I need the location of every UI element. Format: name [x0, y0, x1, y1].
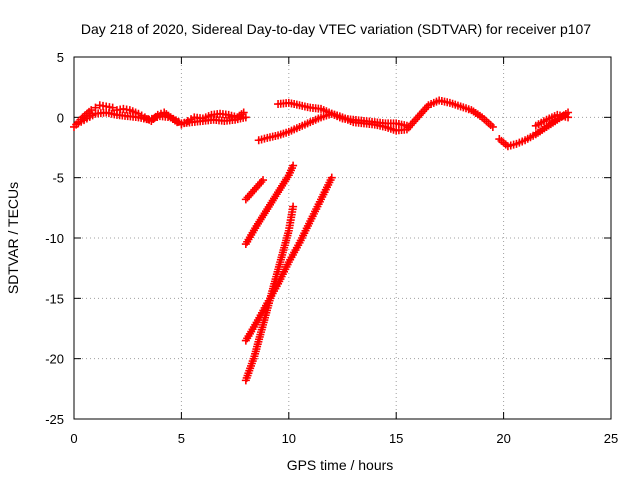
chart-title: Day 218 of 2020, Sidereal Day-to-day VTE…: [81, 21, 591, 37]
y-tick-label: -10: [45, 231, 64, 246]
data-point: [289, 202, 298, 211]
grid: [74, 57, 611, 419]
data-point: [108, 103, 117, 112]
data-point: [402, 121, 411, 130]
data-point: [87, 106, 96, 115]
y-tick-label: -5: [52, 171, 64, 186]
series-late-track: [495, 108, 573, 151]
data-point: [564, 113, 573, 122]
x-tick-label: 5: [178, 431, 185, 446]
x-tick-label: 15: [389, 431, 403, 446]
series-second-upper-track-b: [274, 98, 411, 130]
data-point: [241, 113, 250, 122]
y-tick-label: 0: [57, 110, 64, 125]
series-upper-track-low: [74, 108, 250, 128]
series-dip-a: [241, 176, 268, 204]
y-tick-label: -25: [45, 412, 64, 427]
x-tick-label: 25: [604, 431, 618, 446]
y-tick-label: 5: [57, 50, 64, 65]
x-axis-label: GPS time / hours: [287, 457, 394, 473]
series-dip-c: [241, 173, 336, 345]
x-tick-label: 20: [496, 431, 510, 446]
data-point: [488, 122, 497, 131]
data-point: [327, 173, 336, 182]
x-tick-label: 0: [70, 431, 77, 446]
series-late-track-b: [531, 110, 573, 130]
x-tick-label: 10: [282, 431, 296, 446]
series-dip-d: [241, 202, 298, 385]
series-dip-b: [241, 161, 298, 249]
y-tick-label: -15: [45, 291, 64, 306]
series-layer: [70, 96, 573, 385]
data-point: [289, 161, 298, 170]
y-axis-label: SDTVAR / TECUs: [5, 182, 21, 294]
ticks: 0 5 10 15 20 25 -25 -20 -15 -10 -5 0 5: [45, 50, 618, 446]
data-point: [259, 176, 268, 185]
y-tick-label: -20: [45, 352, 64, 367]
